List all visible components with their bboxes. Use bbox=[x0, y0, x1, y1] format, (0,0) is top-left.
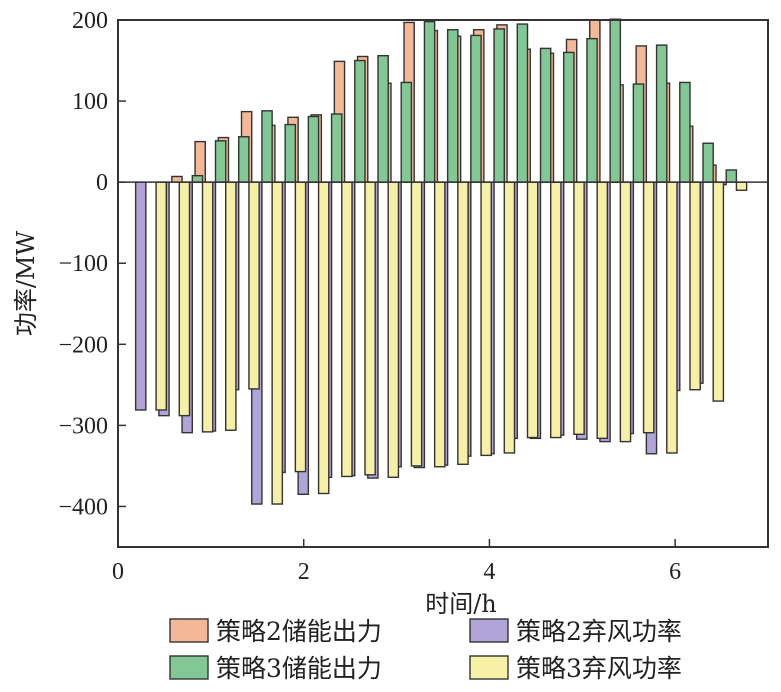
bar-series1-3 bbox=[171, 175, 183, 183]
bar-series4-20 bbox=[596, 181, 609, 440]
legend-label: 策略2储能出力 bbox=[216, 617, 382, 646]
bar-series3-16 bbox=[493, 28, 505, 183]
bar-series3-6 bbox=[261, 110, 273, 183]
legend-label: 策略3储能出力 bbox=[216, 654, 382, 683]
legend-swatch bbox=[169, 618, 209, 643]
bar-series4-19 bbox=[573, 181, 585, 436]
legend-swatch bbox=[169, 655, 209, 680]
bar-series4-3 bbox=[201, 181, 214, 433]
legend-swatch bbox=[469, 618, 509, 643]
bar-series3-10 bbox=[354, 59, 366, 183]
x-tick-label: 6 bbox=[669, 559, 681, 585]
bar-series4-4 bbox=[225, 181, 237, 431]
bar-series4-16 bbox=[503, 181, 516, 454]
bar-series4-1 bbox=[155, 181, 167, 411]
bar-series4-18 bbox=[550, 181, 562, 439]
bar-series4-24 bbox=[689, 181, 701, 391]
bar-series3-24 bbox=[679, 81, 691, 183]
bar-series4-2 bbox=[178, 181, 191, 417]
bar-series3-7 bbox=[284, 123, 297, 183]
bar-series4-15 bbox=[480, 181, 492, 457]
bar-series3-17 bbox=[516, 23, 529, 183]
bar-series3-26 bbox=[725, 169, 738, 183]
y-tick-label: 200 bbox=[72, 8, 108, 34]
bar-series4-9 bbox=[341, 181, 353, 478]
y-axis-title: 功率/MW bbox=[12, 231, 40, 337]
x-axis-ticks: 0 2 4 6 bbox=[112, 539, 681, 585]
bar-series4-21 bbox=[619, 181, 632, 443]
bar-series4-5 bbox=[248, 181, 260, 390]
x-tick-label: 4 bbox=[483, 559, 495, 585]
legend-label: 策略3弃风功率 bbox=[516, 654, 682, 683]
y-tick-label: 100 bbox=[72, 89, 108, 115]
bar-series3-20 bbox=[586, 37, 598, 183]
bar-series3-21 bbox=[609, 18, 622, 183]
bar-series2-1 bbox=[134, 181, 147, 411]
bar-series4-11 bbox=[387, 181, 400, 478]
bar-series3-4 bbox=[214, 140, 227, 183]
plot-frame bbox=[117, 19, 769, 548]
bar-series4-6 bbox=[271, 181, 284, 505]
bar-series3-19 bbox=[563, 51, 575, 183]
x-tick-label: 0 bbox=[112, 559, 124, 585]
bar-series3-12 bbox=[400, 81, 413, 183]
bar-series3-25 bbox=[702, 142, 714, 183]
y-axis-ticks: 200 100 0 −100 −200 −300 −400 bbox=[58, 8, 126, 520]
bar-series4-8 bbox=[317, 181, 330, 495]
bars-layer bbox=[134, 18, 748, 505]
bar-series3-8 bbox=[307, 115, 320, 183]
bar-series3-3 bbox=[191, 174, 204, 183]
bar-series4-14 bbox=[457, 181, 469, 466]
bar-series3-11 bbox=[377, 54, 389, 183]
bar-series4-13 bbox=[433, 181, 446, 468]
bar-series4-22 bbox=[642, 181, 655, 434]
y-tick-label: −300 bbox=[58, 413, 108, 439]
bar-series3-18 bbox=[539, 47, 552, 183]
bar-series4-7 bbox=[294, 181, 307, 473]
bar-series4-25 bbox=[712, 181, 725, 402]
bar-series4-12 bbox=[410, 181, 423, 467]
bar-series3-15 bbox=[470, 34, 482, 183]
bar-series3-5 bbox=[238, 136, 250, 183]
y-tick-label: −100 bbox=[58, 251, 108, 277]
bar-series3-22 bbox=[632, 83, 645, 183]
bar-series4-26 bbox=[735, 181, 748, 191]
y-tick-label: 0 bbox=[96, 170, 108, 196]
bar-series3-9 bbox=[330, 113, 343, 183]
bar-series4-23 bbox=[666, 181, 678, 454]
legend-swatch bbox=[469, 655, 509, 680]
y-tick-label: −400 bbox=[58, 494, 108, 520]
bar-series4-10 bbox=[364, 181, 376, 476]
x-tick-label: 2 bbox=[298, 559, 310, 585]
bar-series3-23 bbox=[655, 44, 668, 183]
bar-series3-14 bbox=[446, 29, 459, 183]
x-axis-title: 时间/h bbox=[425, 590, 497, 618]
legend-label: 策略2弃风功率 bbox=[516, 617, 682, 646]
bar-series3-13 bbox=[423, 20, 436, 183]
y-tick-label: −200 bbox=[58, 332, 108, 358]
bar-series4-17 bbox=[526, 181, 539, 439]
